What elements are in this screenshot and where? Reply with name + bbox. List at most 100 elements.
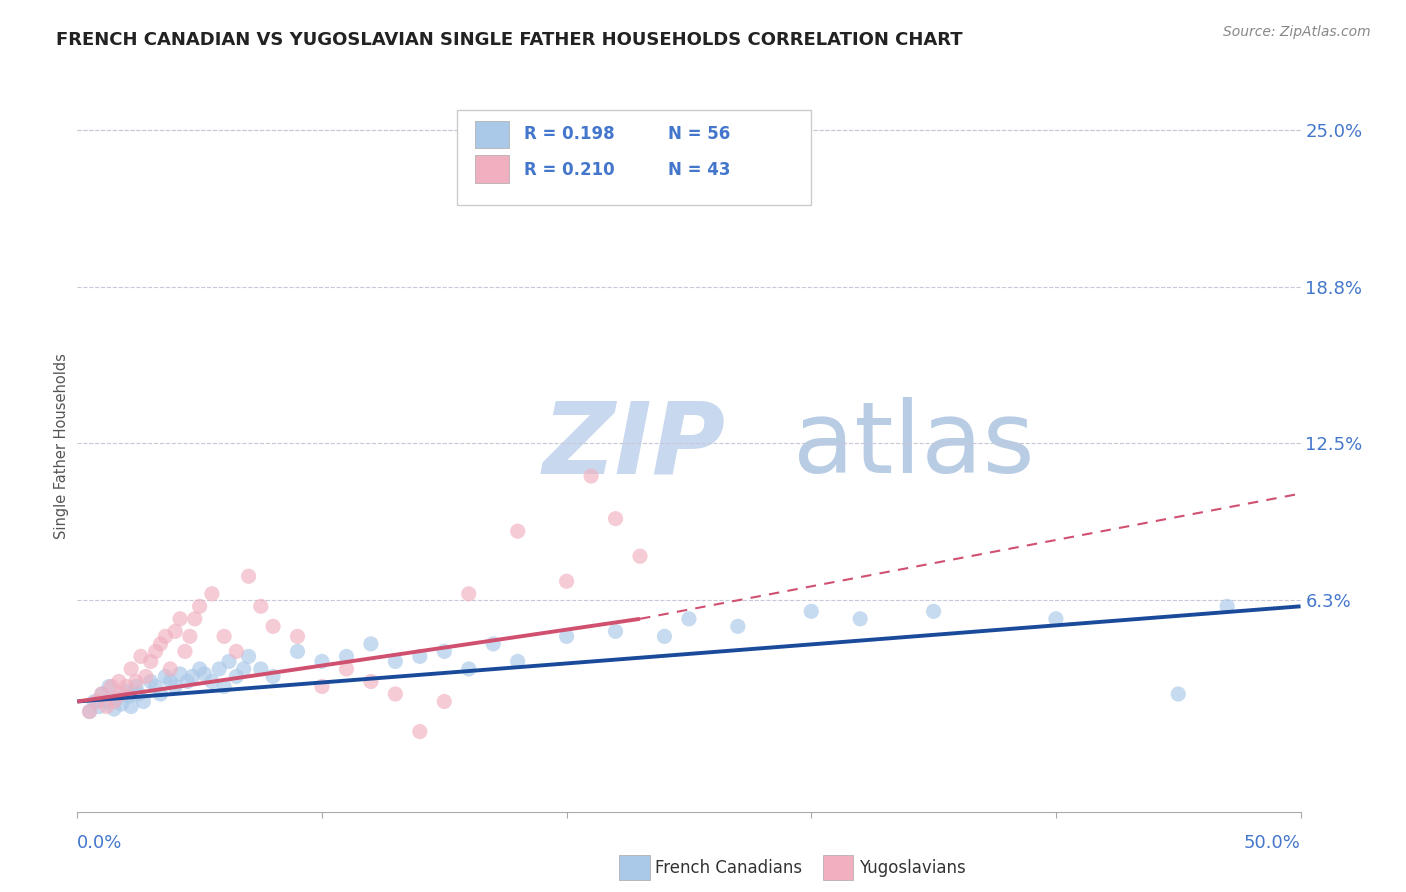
Text: 50.0%: 50.0% [1244,834,1301,852]
Point [433,694,456,708]
Point [311,680,333,694]
Point [1045,612,1067,626]
Point [579,469,602,483]
Point [79,705,101,719]
Point [335,662,357,676]
Point [103,694,125,708]
Point [201,587,224,601]
Point [287,629,309,643]
Point [482,637,505,651]
Text: N = 56: N = 56 [668,125,730,143]
Point [457,662,479,676]
Point [433,644,456,658]
Point [555,574,578,589]
Point [184,612,207,626]
Point [605,511,627,525]
Point [145,680,167,694]
Point [225,644,247,658]
Point [727,619,749,633]
Point [79,705,101,719]
Point [384,687,406,701]
Point [218,655,240,669]
Point [132,694,155,708]
Point [800,604,823,618]
Point [849,612,872,626]
Point [922,604,945,618]
Point [181,669,204,683]
Point [90,687,112,701]
Point [1216,599,1239,614]
Point [457,587,479,601]
Text: R = 0.198: R = 0.198 [524,125,614,143]
Point [155,629,177,643]
Point [120,662,142,676]
Point [105,692,128,706]
Point [193,667,215,681]
Point [125,674,148,689]
Point [90,687,112,701]
Text: N = 43: N = 43 [668,161,731,179]
Text: ZIP: ZIP [543,398,725,494]
Point [139,674,162,689]
Point [188,599,211,614]
Point [335,649,357,664]
Point [250,662,273,676]
Point [384,655,406,669]
Point [506,524,529,538]
Point [139,655,162,669]
Point [120,699,142,714]
Point [169,612,191,626]
Point [135,669,157,683]
Point [86,694,108,708]
Point [208,662,231,676]
Point [110,697,132,711]
Point [159,674,181,689]
Point [127,687,149,701]
Point [654,629,676,643]
Point [232,662,254,676]
Point [110,687,132,701]
Point [129,649,152,664]
Point [1167,687,1189,701]
Point [250,599,273,614]
Point [108,674,131,689]
Point [125,680,148,694]
Text: atlas: atlas [793,398,1035,494]
Point [311,655,333,669]
Point [238,569,260,583]
Point [409,724,432,739]
Point [155,669,177,683]
Point [149,687,172,701]
Point [201,674,224,689]
Point [118,690,141,704]
FancyBboxPatch shape [475,155,509,183]
Point [360,674,382,689]
Point [678,612,700,626]
Point [169,667,191,681]
Point [506,655,529,669]
Point [238,649,260,664]
Y-axis label: Single Father Households: Single Father Households [53,353,69,539]
Point [225,669,247,683]
Text: French Canadians: French Canadians [655,859,803,877]
Point [103,702,125,716]
FancyBboxPatch shape [475,120,509,148]
Text: R = 0.210: R = 0.210 [524,161,614,179]
Point [165,680,187,694]
Text: Source: ZipAtlas.com: Source: ZipAtlas.com [1223,25,1371,39]
Point [212,680,235,694]
Point [165,624,187,639]
Point [360,637,382,651]
FancyBboxPatch shape [457,110,811,204]
Text: Yugoslavians: Yugoslavians [859,859,966,877]
Point [89,699,111,714]
Point [83,694,105,708]
Point [555,629,578,643]
Point [212,629,235,643]
Point [176,674,198,689]
Text: 0.0%: 0.0% [77,834,122,852]
Point [179,629,201,643]
Point [628,549,651,564]
Point [262,619,284,633]
Text: FRENCH CANADIAN VS YUGOSLAVIAN SINGLE FATHER HOUSEHOLDS CORRELATION CHART: FRENCH CANADIAN VS YUGOSLAVIAN SINGLE FA… [56,31,963,49]
